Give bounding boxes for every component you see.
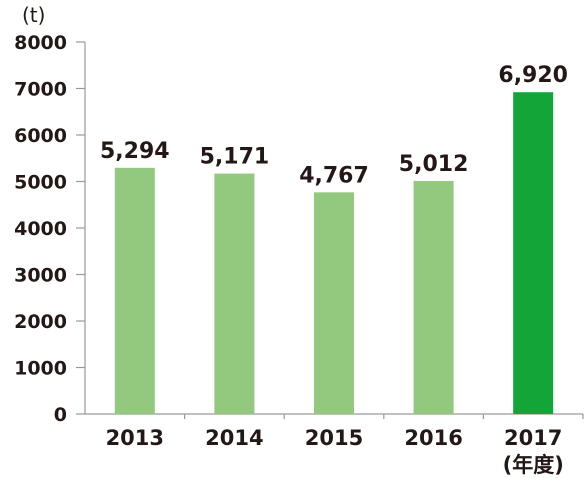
bar-series bbox=[114, 92, 554, 414]
x-axis-ticks bbox=[184, 414, 584, 419]
x-tick-label-2017: 2017 bbox=[504, 426, 562, 450]
y-tick-label: 1000 bbox=[14, 358, 67, 380]
bar-2015 bbox=[314, 192, 354, 414]
data-label-2017: 6,920 bbox=[498, 63, 568, 88]
x-axis-unit-label: (年度) bbox=[503, 453, 564, 477]
y-tick-label: 8000 bbox=[14, 32, 67, 54]
bar-2014 bbox=[214, 173, 255, 414]
y-axis: 0 1000 2000 3000 4000 5000 6000 7000 8000 bbox=[14, 32, 85, 426]
y-tick-label: 6000 bbox=[14, 125, 67, 147]
data-label-2013: 5,294 bbox=[100, 139, 170, 164]
y-tick-label: 3000 bbox=[14, 265, 67, 287]
y-tick-label: 4000 bbox=[14, 218, 67, 240]
x-tick-label-2016: 2016 bbox=[404, 426, 462, 450]
bar-2017 bbox=[513, 92, 554, 414]
data-label-2015: 4,767 bbox=[299, 163, 369, 188]
data-labels: 5,294 5,171 4,767 5,012 6,920 bbox=[100, 63, 568, 188]
y-tick-label: 5000 bbox=[14, 172, 67, 194]
y-axis-unit-label: (t) bbox=[22, 3, 45, 27]
y-tick-label: 7000 bbox=[14, 79, 67, 101]
y-tick-label: 0 bbox=[54, 404, 67, 426]
x-tick-label-2013: 2013 bbox=[106, 426, 164, 450]
x-axis: 2013 2014 2015 2016 2017 bbox=[106, 426, 563, 450]
bar-2016 bbox=[413, 180, 454, 414]
data-label-2016: 5,012 bbox=[399, 152, 469, 177]
y-tick-label: 2000 bbox=[14, 311, 67, 333]
x-tick-label-2014: 2014 bbox=[205, 426, 263, 450]
data-label-2014: 5,171 bbox=[200, 145, 270, 170]
x-tick-label-2015: 2015 bbox=[305, 426, 363, 450]
bar-2013 bbox=[114, 167, 155, 414]
